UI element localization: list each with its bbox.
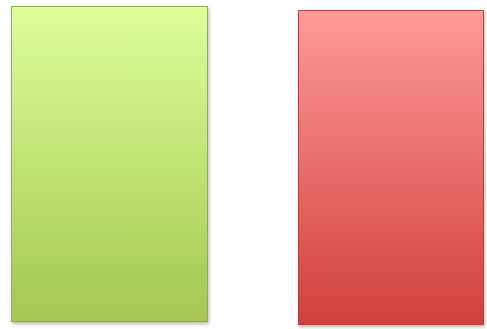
green-gradient-panel xyxy=(11,6,208,322)
red-gradient-panel xyxy=(298,10,484,325)
